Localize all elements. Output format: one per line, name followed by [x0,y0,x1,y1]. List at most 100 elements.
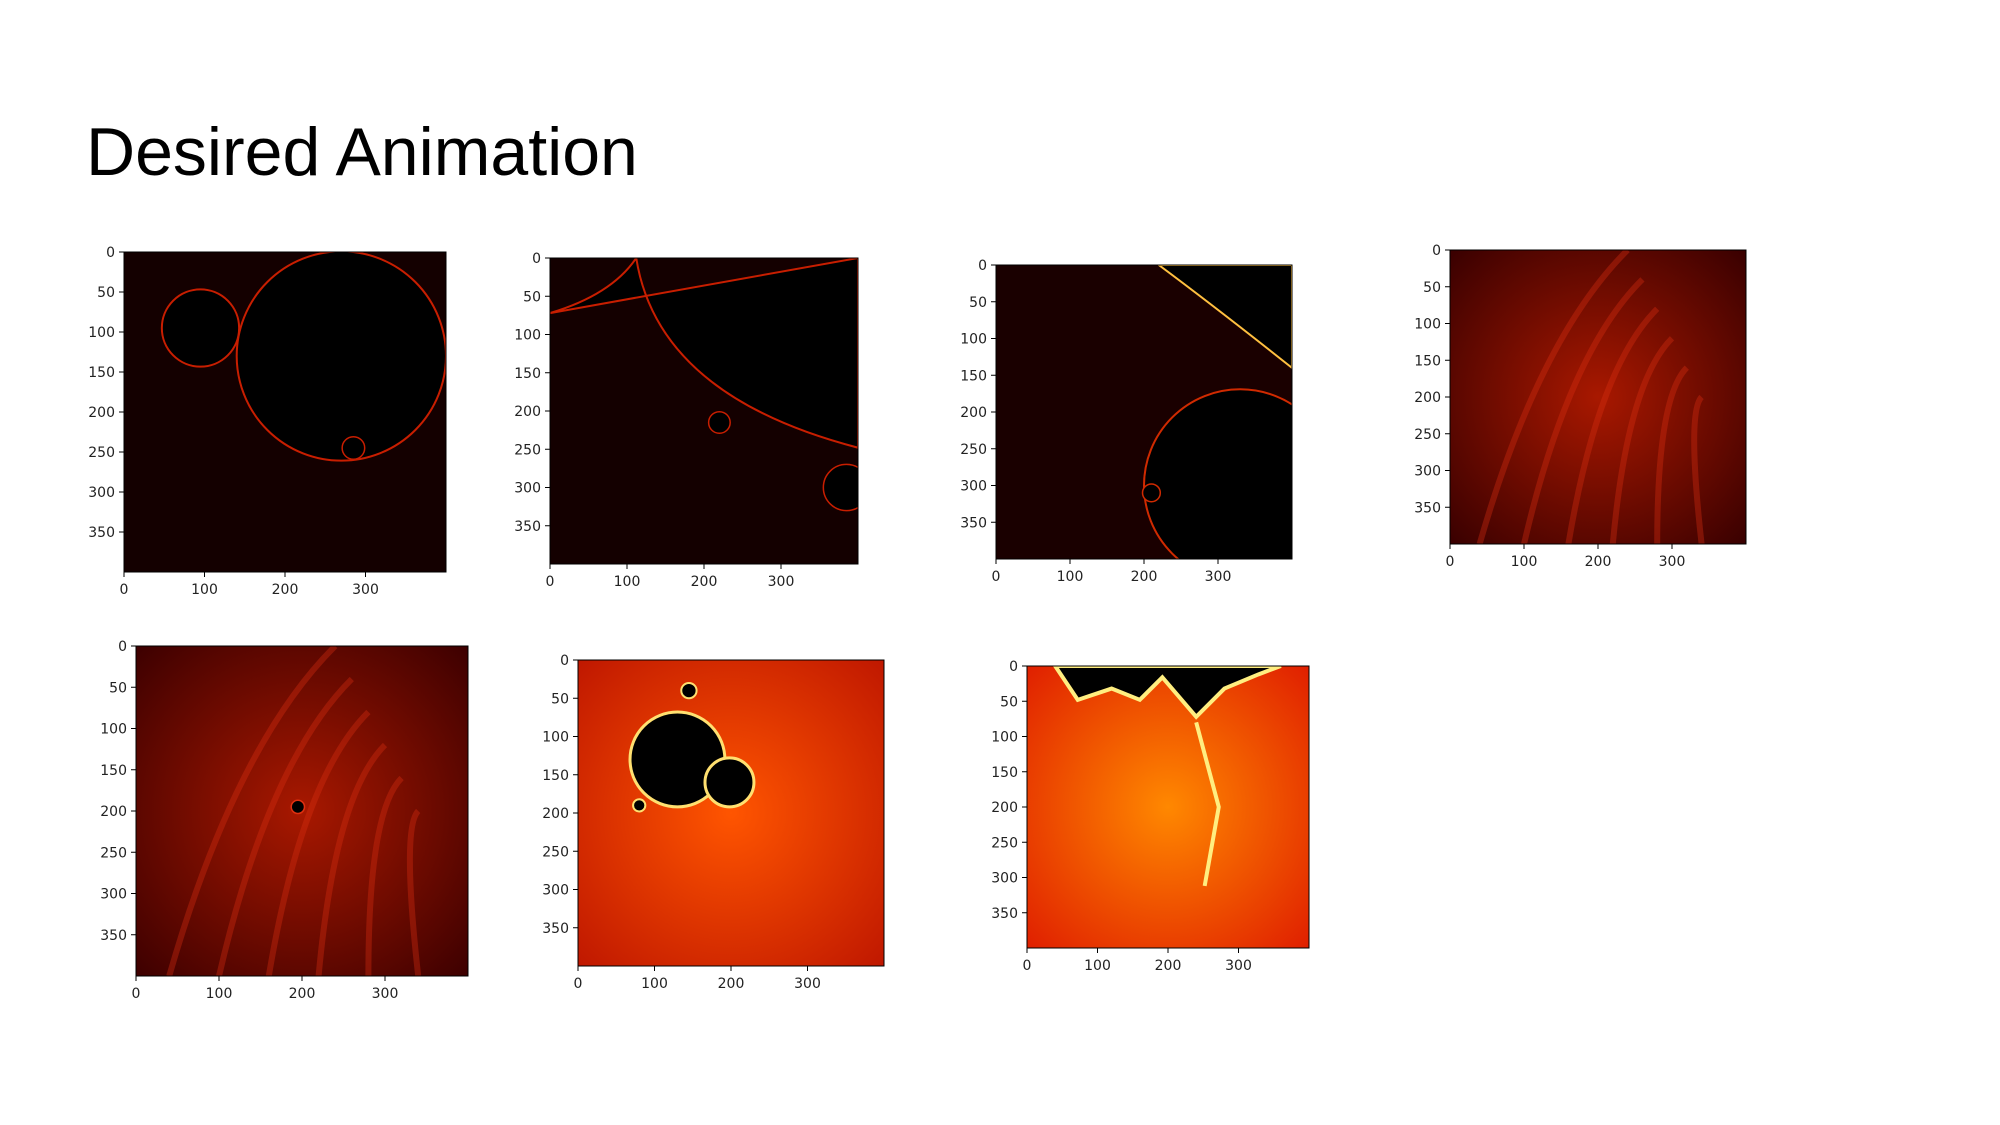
frame-6-y-tick-label: 250 [542,844,569,860]
frame-2-x-tick-label: 100 [614,574,641,590]
fractal-frame-4: 0 50 100 150 200 250 300 350 0 100 200 300 [1414,243,1747,574]
fractal-frame-7: 0 50 100 150 200 250 300 350 0 100 200 300 [991,659,1310,978]
frame-4-y-tick-label: 350 [1414,500,1441,516]
frame-7-x-tick-label: 0 [1023,958,1032,974]
frame-4-x-tick-label: 0 [1446,554,1455,570]
frame-1-x-axis: 0 100 200 300 [120,572,379,598]
frame-5-x-tick-label: 200 [289,986,316,1002]
frame-3-y-axis: 0 50 100 150 200 250 300 350 [960,258,996,531]
frame-3-x-tick-label: 0 [992,569,1001,585]
frame-5-y-tick-label: 150 [100,763,127,779]
frame-4-y-tick-label: 150 [1414,353,1441,369]
frame-7-plot: 0 50 100 150 200 250 300 350 0 100 200 300 [991,659,1310,974]
slide-title: Desired Animation [86,114,638,190]
frame-4-x-tick-label: 300 [1659,554,1686,570]
frame-7-y-tick-label: 100 [991,730,1018,746]
frame-2-plot: 0 50 100 150 200 250 300 350 0 100 200 300 [514,251,859,590]
frame-5-plot: 0 50 100 150 200 250 300 350 0 100 200 300 [100,639,469,1002]
frame-7-image [1027,666,1309,948]
frame-3-plot: 0 50 100 150 200 250 300 350 0 100 200 300 [960,258,1293,585]
frame-1-y-tick-label: 100 [88,325,115,341]
frame-3-y-tick-label: 250 [960,442,987,458]
frame-3-image [996,265,1292,559]
frame-6-x-tick-label: 0 [574,976,583,992]
frame-5-x-tick-label: 100 [206,986,233,1002]
frame-1-y-tick-label: 0 [106,245,115,261]
frame-5-y-tick-label: 50 [109,680,127,696]
frame-2-y-tick-label: 350 [514,519,541,535]
frame-6-image [578,660,884,966]
frame-1-y-tick-label: 300 [88,485,115,501]
frame-6-x-tick-label: 200 [718,976,745,992]
frame-4-y-tick-label: 100 [1414,317,1441,333]
frame-1-y-axis: 0 50 100 150 200 250 300 350 [88,245,124,541]
fractal-frame-5: 0 50 100 150 200 250 300 350 0 100 200 300 [100,639,469,1006]
fractal-frame-3: 0 50 100 150 200 250 300 350 0 100 200 300 [960,258,1293,589]
frame-5-y-tick-label: 300 [100,887,127,903]
frame-3-x-tick-label: 300 [1205,569,1232,585]
frame-4-y-tick-label: 250 [1414,427,1441,443]
frame-4-x-axis: 0 100 200 300 [1446,544,1686,570]
frame-4-y-tick-label: 300 [1414,464,1441,480]
fractal-frame-1: 0 50 100 150 200 250 300 350 0 100 200 300 [88,245,447,602]
frame-7-x-tick-label: 300 [1225,958,1252,974]
frame-2-y-tick-label: 150 [514,366,541,382]
frame-1-y-tick-label: 200 [88,405,115,421]
frame-5-y-tick-label: 200 [100,804,127,820]
frame-3-y-tick-label: 50 [969,295,987,311]
frame-6-plot: 0 50 100 150 200 250 300 350 0 100 200 300 [542,653,885,992]
frame-1-image [124,252,446,572]
frame-4-y-axis: 0 50 100 150 200 250 300 350 [1414,243,1450,516]
frame-3-y-tick-label: 150 [960,368,987,384]
frame-3-x-axis: 0 100 200 300 [992,559,1232,585]
frame-3-y-tick-label: 300 [960,479,987,495]
frame-6-y-tick-label: 100 [542,730,569,746]
frame-4-x-tick-label: 100 [1511,554,1538,570]
frame-3-y-tick-label: 350 [960,515,987,531]
frame-5-y-tick-label: 250 [100,845,127,861]
frame-6-y-axis: 0 50 100 150 200 250 300 350 [542,653,578,937]
frame-4-x-tick-label: 200 [1585,554,1612,570]
frame-1-y-tick-label: 150 [88,365,115,381]
frame-5-y-tick-label: 100 [100,722,127,738]
frame-6-y-tick-label: 50 [551,691,569,707]
frame-3-y-tick-label: 0 [978,258,987,274]
frame-2-y-tick-label: 300 [514,481,541,497]
frame-7-y-tick-label: 150 [991,765,1018,781]
frame-6-y-tick-label: 0 [560,653,569,669]
frame-7-y-tick-label: 300 [991,871,1018,887]
frame-5-y-axis: 0 50 100 150 200 250 300 350 [100,639,136,944]
frame-1-y-tick-label: 250 [88,445,115,461]
frame-4-y-tick-label: 200 [1414,390,1441,406]
frame-5-y-tick-label: 350 [100,928,127,944]
frame-4-plot: 0 50 100 150 200 250 300 350 0 100 200 300 [1414,243,1747,570]
frame-6-x-axis: 0 100 200 300 [574,966,821,992]
frame-5-x-tick-label: 300 [372,986,399,1002]
frame-5-y-tick-label: 0 [118,639,127,655]
frame-1-plot: 0 50 100 150 200 250 300 350 0 100 200 300 [88,245,447,598]
frame-7-x-tick-label: 200 [1155,958,1182,974]
frame-5-x-axis: 0 100 200 300 [132,976,399,1002]
frame-7-y-tick-label: 250 [991,835,1018,851]
frame-7-x-tick-label: 100 [1084,958,1111,974]
frame-3-y-tick-label: 200 [960,405,987,421]
frame-2-y-tick-label: 100 [514,328,541,344]
frame-6-x-tick-label: 300 [794,976,821,992]
frame-7-y-axis: 0 50 100 150 200 250 300 350 [991,659,1027,922]
frame-1-x-tick-label: 0 [120,582,129,598]
frame-5-image [136,646,468,976]
frame-7-y-tick-label: 50 [1000,694,1018,710]
frame-7-y-tick-label: 0 [1009,659,1018,675]
frame-2-y-tick-label: 50 [523,289,541,305]
frame-4-image [1450,250,1746,544]
frame-3-y-tick-label: 100 [960,332,987,348]
fractal-frame-6: 0 50 100 150 200 250 300 350 0 100 200 300 [542,653,885,996]
frame-6-y-tick-label: 350 [542,921,569,937]
frame-2-image [550,258,858,564]
frame-6-y-tick-label: 300 [542,883,569,899]
frame-2-x-tick-label: 300 [768,574,795,590]
frame-3-x-tick-label: 100 [1057,569,1084,585]
frame-6-x-tick-label: 100 [641,976,668,992]
frame-7-y-tick-label: 200 [991,800,1018,816]
frame-2-x-tick-label: 0 [546,574,555,590]
